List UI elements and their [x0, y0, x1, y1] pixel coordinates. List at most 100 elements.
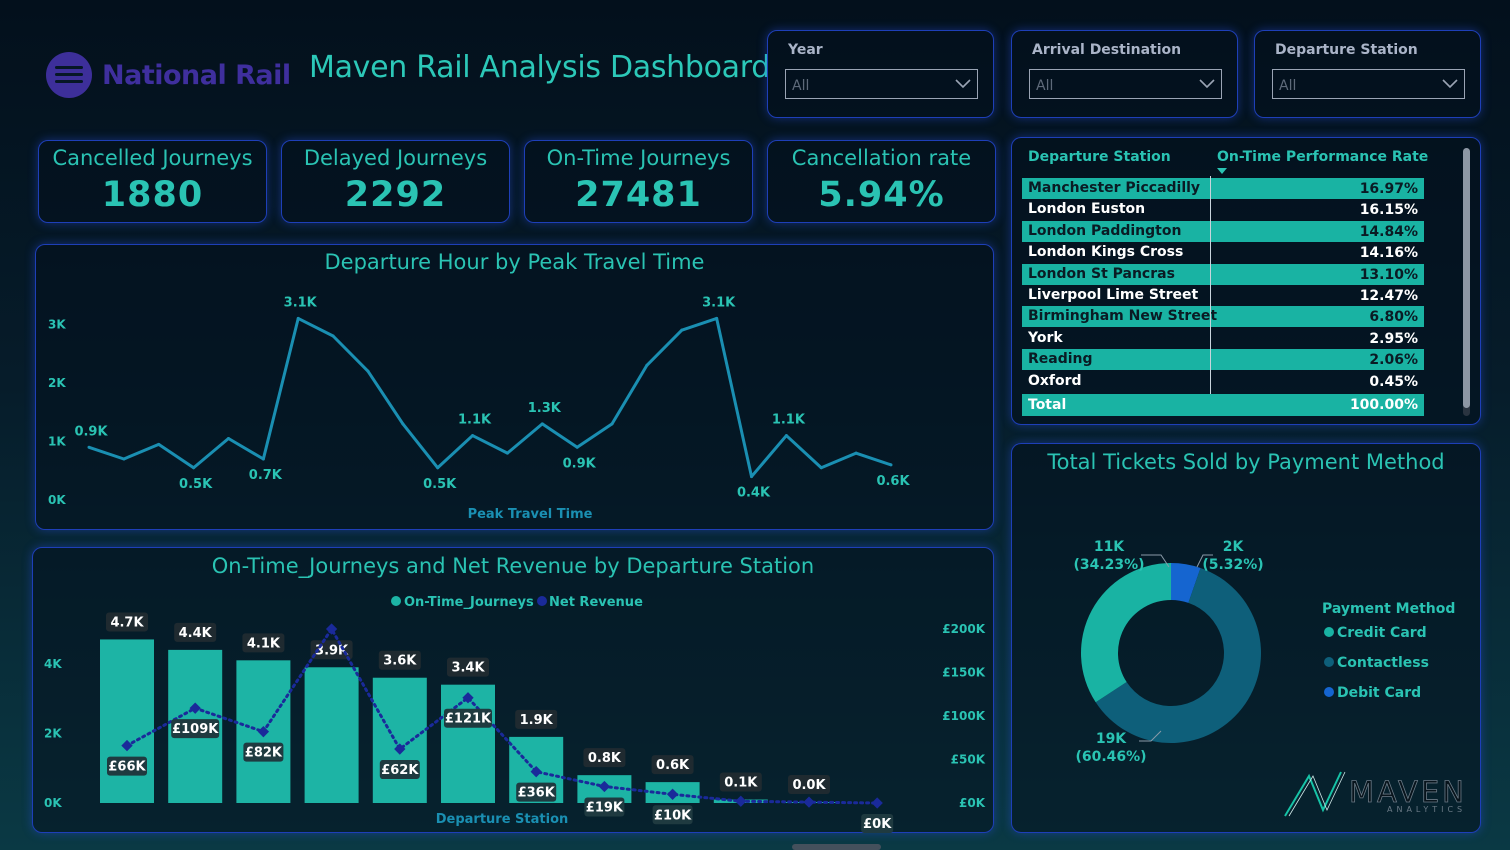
revenue-label-bg [652, 805, 693, 825]
x-axis-label: Departure Station [436, 812, 569, 827]
donut-slice-debit-card [1171, 563, 1201, 603]
donut-slice-credit-card [1081, 563, 1172, 703]
table-row[interactable]: Birmingham New Street 6.80% [1022, 306, 1424, 328]
leader-line [1141, 554, 1170, 568]
chevron-down-icon [1442, 79, 1458, 89]
donut-slice-contactless [1095, 567, 1261, 743]
kpi-value: 2292 [344, 175, 447, 215]
bar-label-bg [174, 622, 217, 642]
data-label: 3.1K [284, 295, 318, 310]
payment-method-donut-chart: 11K (34.23%) 2K (5.32%) 19K (60.46%) Payment M… [1073, 539, 1455, 765]
arrival-destination-filter: Arrival Destination All [1011, 30, 1238, 118]
data-label: 3.1K [702, 295, 736, 310]
on-time-performance-table: Departure Station On-Time Performance Ra… [1011, 137, 1481, 425]
arrival-filter-label: Arrival Destination [1032, 42, 1182, 58]
sort-desc-icon [1217, 168, 1227, 174]
y-tick-label: 1K [48, 434, 66, 448]
row-station: Liverpool Lime Street [1028, 287, 1199, 303]
line-series [88, 316, 892, 479]
table-row[interactable]: London Paddington 14.84% [1022, 220, 1424, 242]
donut-chart-title: Total Tickets Sold by Payment Method [1047, 450, 1445, 474]
revenue-label-bg [379, 760, 420, 780]
line-point [715, 316, 719, 320]
table-row[interactable]: Manchester Piccadilly 16.97% [1022, 178, 1424, 199]
line-point [680, 328, 684, 332]
on-time-revenue-combo-chart: On-Time_Journeys Net Revenue 0K 2K 4K £0K £50K… [44, 595, 986, 833]
revenue-data-label: £109K [172, 722, 219, 737]
revenue-data-label: £82K [245, 746, 283, 761]
table-row[interactable]: London Kings Cross 14.16% [1022, 242, 1424, 263]
year-filter: Year All [767, 30, 994, 118]
table-row[interactable]: London St Pancras 13.10% [1022, 263, 1424, 285]
line-point [366, 369, 370, 373]
line-point [192, 466, 196, 470]
table-row[interactable]: Reading 2.06% [1022, 349, 1424, 371]
total-label: Total [1028, 397, 1067, 413]
line-point [331, 334, 335, 338]
bar-label-bg [447, 657, 489, 677]
legend-label: On-Time_Journeys [404, 595, 534, 610]
legend-marker [1324, 657, 1334, 667]
revenue-label-bg [444, 708, 492, 728]
bar-chart-title: On-Time_Journeys and Net Revenue by Depa… [211, 554, 815, 578]
y-tick-label-left: 4K [44, 657, 62, 671]
bar-label-bg [515, 709, 558, 729]
scrollbar-thumb[interactable] [1463, 148, 1470, 408]
slice-percent-label: (60.46%) [1075, 749, 1146, 765]
slice-value-label: 11K [1094, 539, 1125, 555]
kpi-label: On-Time Journeys [546, 146, 731, 170]
departure-station-filter: Departure Station All [1254, 30, 1481, 118]
bar-data-label: 0.6K [656, 758, 690, 773]
row-station: London Paddington [1028, 222, 1182, 239]
departure-station-dropdown[interactable]: All [1272, 69, 1465, 99]
line-point [87, 445, 91, 449]
data-label: 1.1K [458, 413, 492, 428]
table-row[interactable]: London Euston 16.15% [1022, 199, 1424, 220]
y-tick-label-left: 2K [44, 726, 62, 740]
bar-data-label: 0.8K [588, 751, 622, 766]
page-scroll-indicator[interactable] [792, 844, 881, 850]
data-label: 0.7K [249, 468, 283, 483]
revenue-data-label: £0K [863, 817, 892, 832]
table-total-row: Total 100.00% [1022, 394, 1424, 416]
line-point [401, 422, 405, 426]
bar-label-bg [242, 633, 285, 653]
legend-label: Debit Card [1337, 685, 1421, 701]
revenue-data-label: £62K [381, 763, 419, 778]
bar-label-bg [788, 775, 830, 794]
slice-percent-label: (5.32%) [1202, 557, 1263, 573]
total-value: 100.00% [1349, 397, 1418, 413]
y-tick-label-right: £150K [942, 666, 985, 680]
leader-line [1139, 730, 1162, 742]
kpi-cancelled-journeys: Cancelled Journeys 1880 [38, 140, 267, 223]
revenue-data-label: £66K [108, 760, 146, 775]
data-label: 1.1K [772, 413, 806, 428]
column-divider [1210, 176, 1211, 416]
col-header-station[interactable]: Departure Station [1028, 149, 1171, 165]
bar-label-bg [378, 650, 421, 670]
arrival-dropdown-value: All [1036, 78, 1054, 94]
row-rate: 14.84% [1359, 223, 1418, 240]
line-point [819, 466, 823, 470]
chevron-down-icon [1199, 79, 1215, 89]
col-header-rate[interactable]: On-Time Performance Rate [1217, 149, 1429, 165]
table-row[interactable]: Oxford 0.45% [1022, 371, 1424, 392]
arrival-destination-dropdown[interactable]: All [1029, 69, 1222, 99]
table-row[interactable]: Liverpool Lime Street 12.47% [1022, 285, 1424, 306]
kpi-value: 1880 [101, 175, 204, 215]
y-tick-label-right: £200K [942, 622, 985, 636]
revenue-data-label: £121K [445, 712, 492, 727]
line-point [750, 475, 754, 479]
table-scrollbar[interactable] [1463, 148, 1470, 416]
table-row[interactable]: York 2.95% [1022, 328, 1424, 349]
leader-line [1196, 554, 1213, 568]
y-tick-label-right: £0K [959, 796, 986, 810]
kpi-label: Cancelled Journeys [52, 146, 253, 170]
row-rate: 0.45% [1369, 373, 1418, 390]
bar-data-label: 3.6K [383, 654, 417, 669]
row-station: Birmingham New Street [1028, 308, 1218, 325]
row-rate: 2.95% [1369, 330, 1418, 347]
year-dropdown[interactable]: All [785, 69, 978, 99]
row-rate: 14.16% [1359, 245, 1418, 262]
revenue-point [735, 795, 747, 807]
